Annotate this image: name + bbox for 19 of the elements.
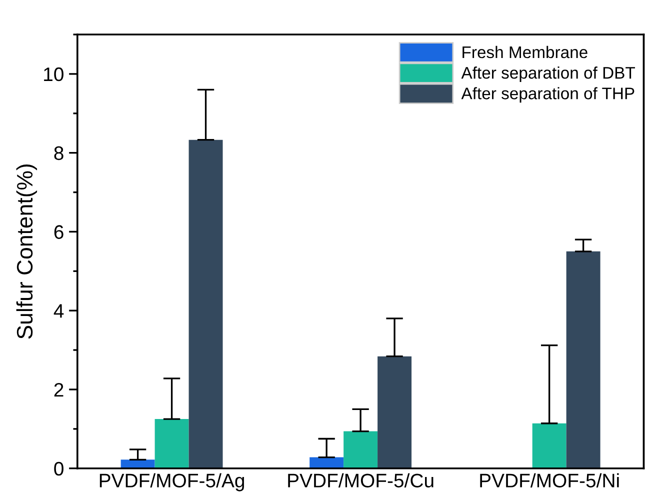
y-tick-label: 4 xyxy=(54,304,64,318)
y-tick-label: 0 xyxy=(54,462,64,476)
y-tick-label: 2 xyxy=(54,382,64,397)
legend-label: After separation of THP xyxy=(461,87,634,103)
x-tick-label: PVDF/MOF-5/Ni xyxy=(480,473,619,488)
bar xyxy=(378,356,412,468)
legend-label: After separation of DBT xyxy=(461,66,636,82)
bar xyxy=(532,423,566,468)
y-tick-label: 8 xyxy=(54,146,64,160)
legend-label: Fresh Membrane xyxy=(462,46,588,58)
bar xyxy=(344,431,378,468)
x-tick-label: PVDF/MOF-5/Ag xyxy=(100,473,244,492)
y-tick-label: 10 xyxy=(44,67,64,82)
y-tick-label: 6 xyxy=(54,225,64,239)
y-axis-title: Sulfur Content(%) xyxy=(16,164,38,339)
bar xyxy=(154,419,189,468)
bar xyxy=(566,251,600,468)
x-tick-label: PVDF/MOF-5/Cu xyxy=(288,473,434,488)
bar xyxy=(188,140,223,468)
